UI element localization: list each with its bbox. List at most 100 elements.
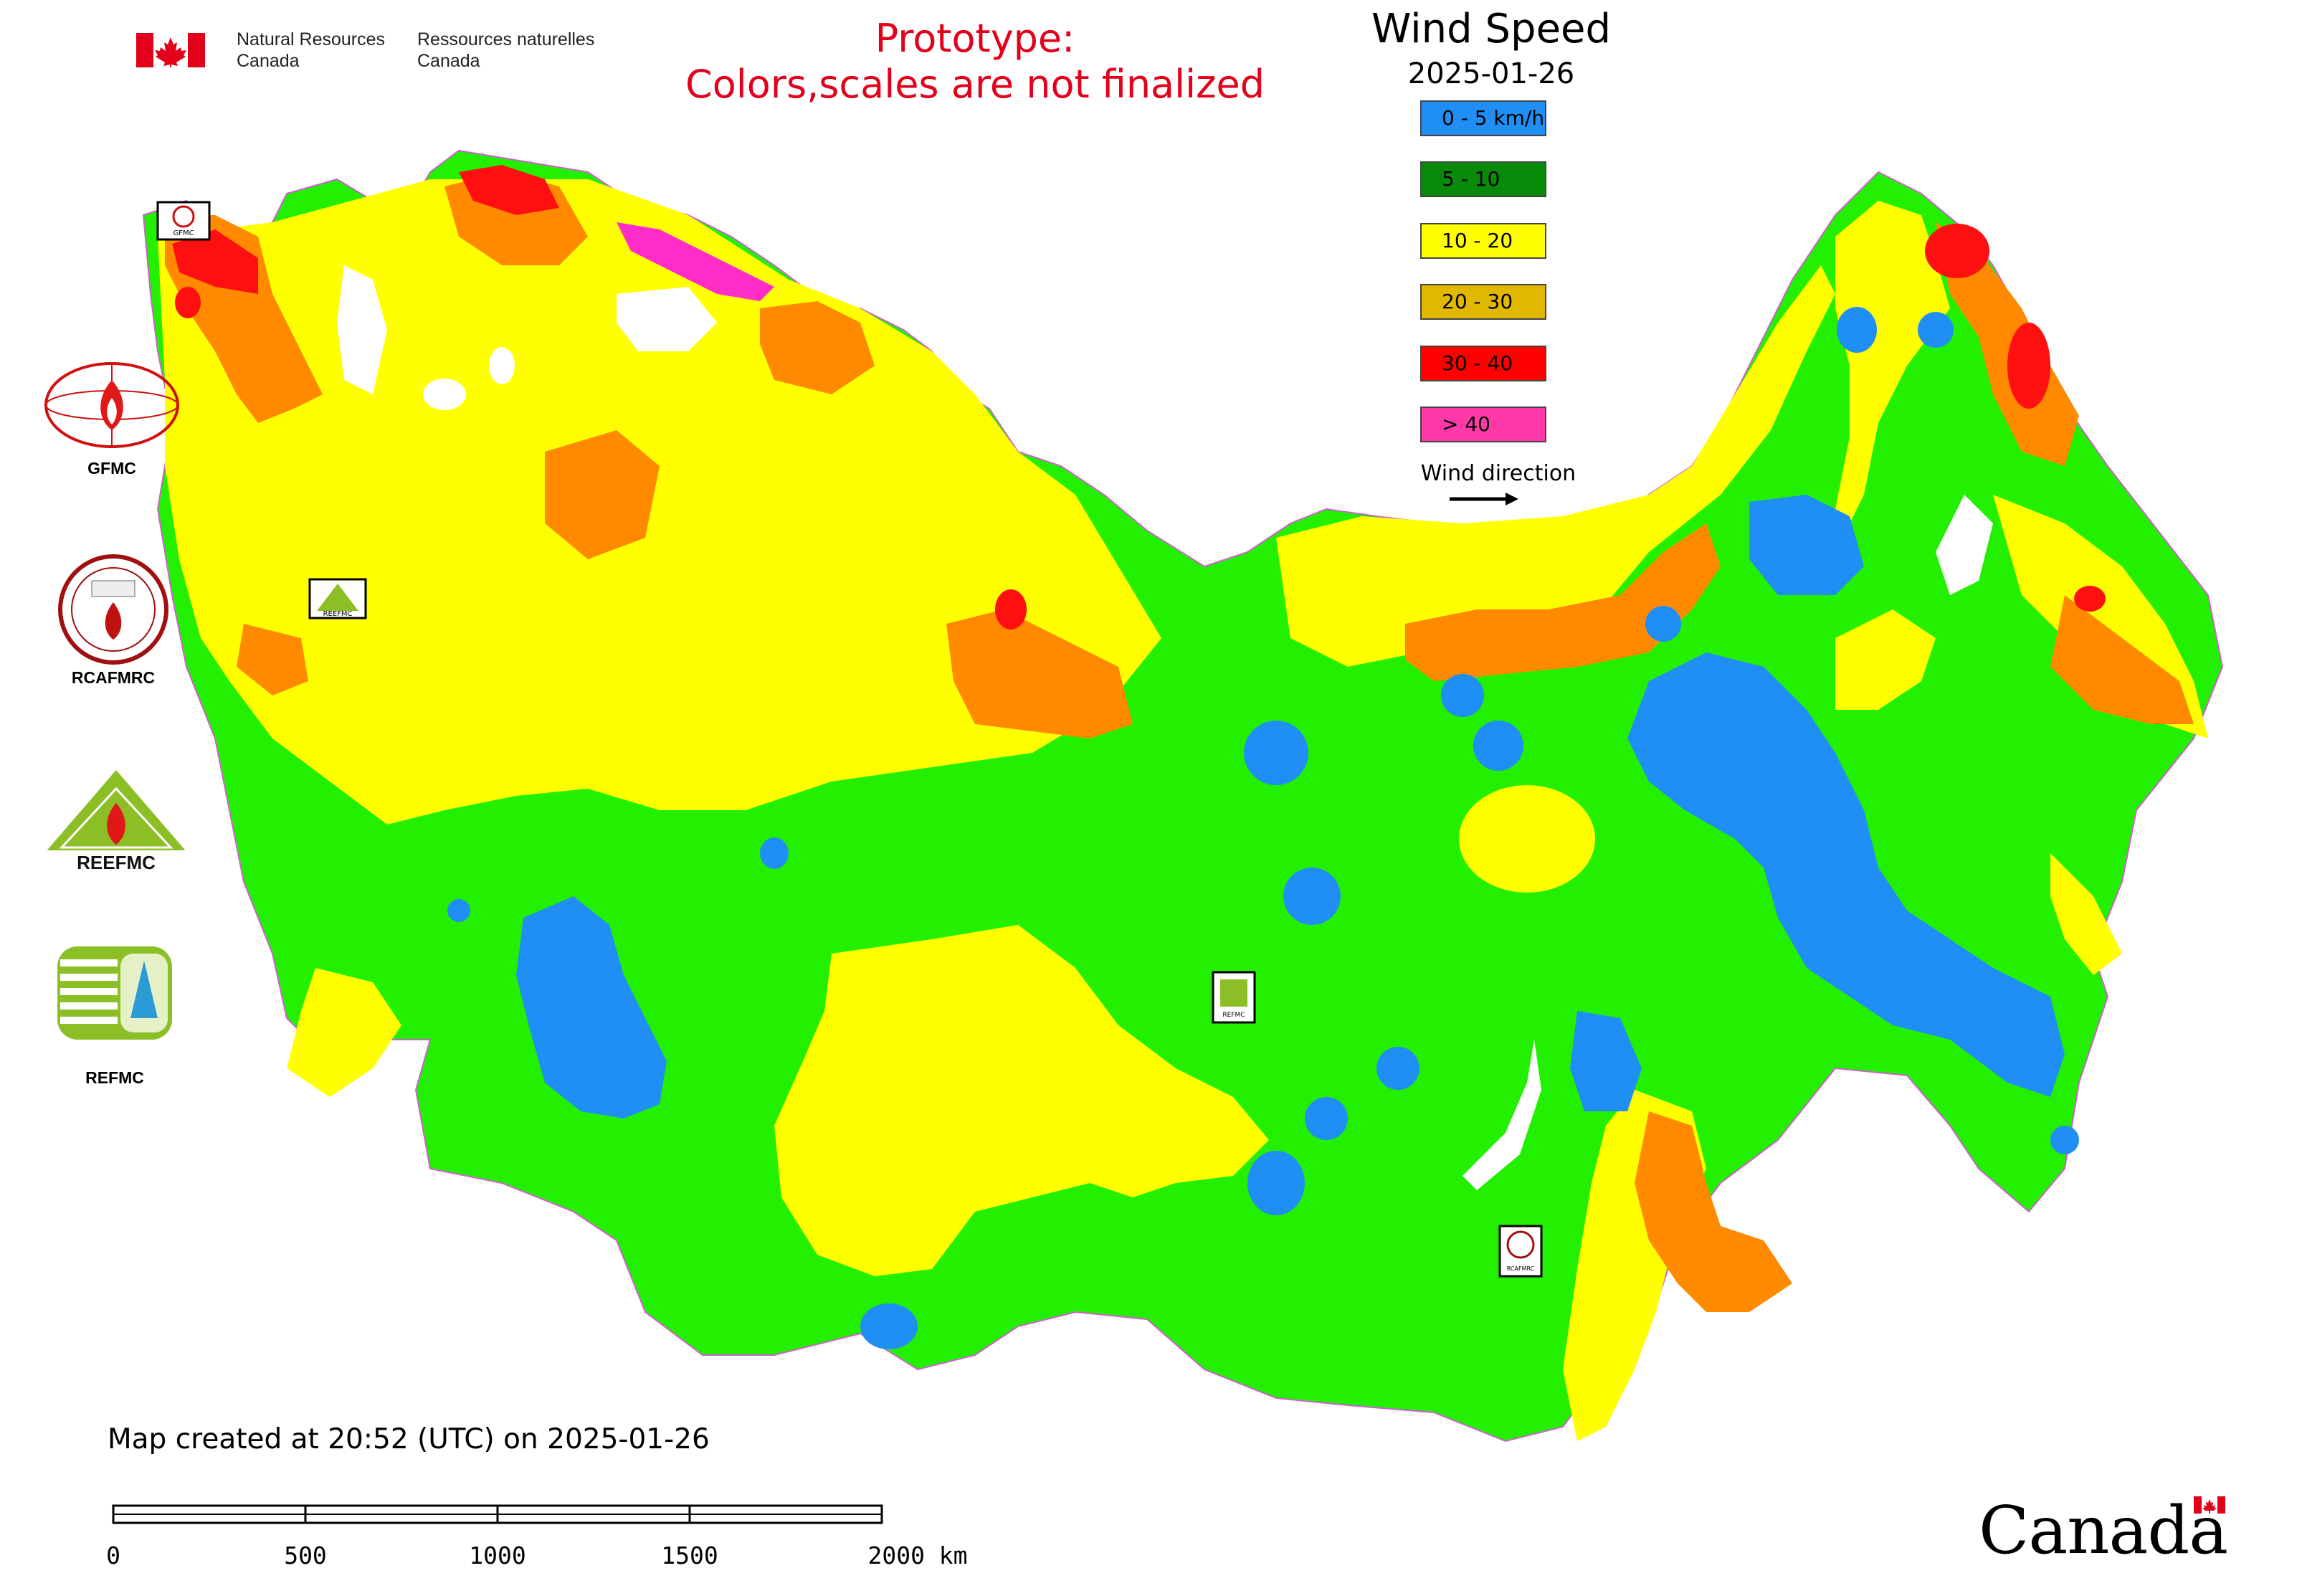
onega: [489, 347, 515, 384]
zone-red-nov-zemlya: [995, 589, 1027, 630]
marker-reefmc[interactable]: REEFMC: [308, 578, 367, 619]
white-sea: [617, 287, 717, 351]
map-markers[interactable]: GFMC REEFMC REFMC RCAFMRC: [156, 201, 1543, 1278]
marker-gfmc[interactable]: GFMC: [156, 201, 211, 241]
legend-date: 2025-01-26: [1407, 57, 1575, 90]
dept-en-line2: Canada: [237, 51, 300, 71]
zone-blue-3: [1441, 674, 1484, 717]
scale-bar-graphic: [112, 1504, 883, 1524]
zone-red-kamchatka: [2007, 323, 2050, 409]
zone-orange-north2: [760, 301, 875, 394]
zone-yellow-north-sib: [1276, 265, 1835, 667]
reefmc-logo-text: REEFMC: [77, 852, 156, 873]
nrcan-signature: Natural Resources Canada Ressources natu…: [136, 29, 609, 79]
org-name-gfmc: GFMC: [87, 459, 136, 478]
zone-red-kola-coast: [459, 165, 559, 215]
wind-zones: [158, 165, 2208, 1441]
legend-item-20-30: 20 - 30: [1420, 284, 1546, 320]
reefmc-logo-icon: REEFMC: [37, 770, 195, 873]
marker-refmc-label: REFMC: [1222, 1012, 1245, 1019]
zone-yellow-west: [158, 179, 1161, 825]
dept-fr-line2: Canada: [417, 51, 480, 71]
org-name-refmc: REFMC: [85, 1068, 144, 1087]
zone-blue-caspian: [516, 896, 667, 1118]
zone-blue-east2: [1749, 495, 1864, 595]
zone-red-scand: [172, 229, 258, 294]
water-bodies: [337, 265, 1993, 1190]
canada-wordmark-text: Canada: [1979, 1492, 2228, 1569]
zone-orange-yamal: [946, 609, 1133, 738]
org-name-rcafmrc: RCAFMRC: [71, 668, 156, 687]
wind-speed-map[interactable]: GFMC REEFMC REFMC RCAFMRC: [0, 93, 2302, 1455]
scale-label-1500: 1500: [661, 1542, 718, 1569]
legend-title: Wind Speed: [1371, 6, 1612, 52]
zone-orange-taymyr: [1405, 523, 1721, 681]
scale-label-1000: 1000: [469, 1542, 526, 1569]
zone-orange-kola: [545, 430, 660, 559]
zone-blue-east: [1627, 652, 2065, 1097]
zone-blue-8: [1247, 1151, 1305, 1215]
zone-blue-10: [1376, 1047, 1419, 1090]
zone-yellow-sw: [287, 968, 401, 1097]
zone-yellow-center: [1459, 785, 1595, 893]
dept-fr-line1: Ressources naturelles: [417, 29, 595, 49]
marker-reefmc-label: REEFMC: [323, 610, 353, 618]
zone-orange-manchuria: [1635, 1111, 1792, 1312]
sea-of-okhotsk-coast: [1936, 495, 1993, 595]
zone-blue-2: [1283, 868, 1341, 925]
zone-blue-13: [447, 899, 470, 922]
dept-en-line1: Natural Resources: [237, 29, 386, 49]
marker-gfmc-label: GFMC: [173, 229, 194, 237]
zone-blue-9: [1305, 1097, 1348, 1140]
zone-blue-14: [2050, 1126, 2079, 1154]
zone-blue-5: [1645, 606, 1681, 642]
wind-direction-label: Wind direction: [1420, 461, 1576, 486]
prototype-notice: Prototype: Colors,scales are not finaliz…: [617, 16, 1333, 108]
legend-item-0-5: 0 - 5 km/h: [1420, 100, 1546, 136]
zone-yellow-chukotka: [1835, 201, 1950, 552]
zone-red-chukotka: [1925, 224, 1989, 278]
prototype-line1: Prototype:: [875, 16, 1075, 61]
legend-label-5-10: 5 - 10: [1442, 167, 1500, 191]
legend-item-5-10: 5 - 10: [1420, 161, 1546, 197]
gulf-bothnia: [337, 265, 387, 394]
scale-label-500: 500: [284, 1542, 327, 1569]
zone-orange-baltic: [237, 624, 308, 695]
zone-orange-kam: [2050, 595, 2194, 724]
zone-yellow-sakhalin: [2050, 853, 2122, 975]
canada-wordmark: Canada: [1979, 1495, 2237, 1567]
zone-blue-baikal-e: [1570, 1011, 1642, 1111]
zone-blue-12: [760, 837, 789, 869]
zone-blue-7: [1918, 312, 1954, 348]
zone-blue-4: [1473, 721, 1523, 771]
scale-label-2000: 2000 km: [867, 1542, 968, 1569]
marker-rcafmrc[interactable]: RCAFMRC: [1498, 1225, 1543, 1278]
marker-rcafmrc-label: RCAFMRC: [1507, 1265, 1535, 1272]
zone-yellow-ne: [1835, 609, 1936, 710]
zone-yellow-central: [774, 925, 1269, 1276]
legend-item-gt-40: > 40: [1420, 407, 1546, 442]
zone-blue-11: [860, 1303, 918, 1349]
map-created-timestamp: Map created at 20:52 (UTC) on 2025-01-26: [108, 1423, 710, 1455]
ladoga: [423, 379, 466, 410]
gfmc-logo-icon: [44, 362, 179, 448]
zone-orange-ne: [1936, 222, 2079, 466]
zone-red-scand2: [175, 287, 201, 318]
canada-wordmark-flag-icon: [2194, 1496, 2225, 1514]
zone-blue-1: [1244, 721, 1308, 785]
wind-direction-arrow-icon: [1450, 493, 1518, 505]
zone-red-kam2: [2074, 586, 2106, 612]
legend-label-gt-40: > 40: [1442, 412, 1490, 436]
scale-label-0: 0: [106, 1542, 120, 1569]
baikal: [1462, 1040, 1541, 1190]
zone-blue-6: [1837, 307, 1877, 353]
zone-magenta-coast: [617, 222, 774, 301]
legend-item-10-20: 10 - 20: [1420, 223, 1546, 259]
marker-refmc[interactable]: REFMC: [1212, 971, 1256, 1024]
legend-label-0-5: 0 - 5 km/h: [1442, 106, 1545, 130]
legend-item-30-40: 30 - 40: [1420, 346, 1546, 381]
legend-label-10-20: 10 - 20: [1442, 229, 1513, 252]
scale-bar: 0 500 1000 1500 2000 km: [106, 1504, 1111, 1576]
legend-label-30-40: 30 - 40: [1442, 351, 1513, 375]
prototype-line2: Colors,scales are not finalized: [685, 62, 1265, 107]
